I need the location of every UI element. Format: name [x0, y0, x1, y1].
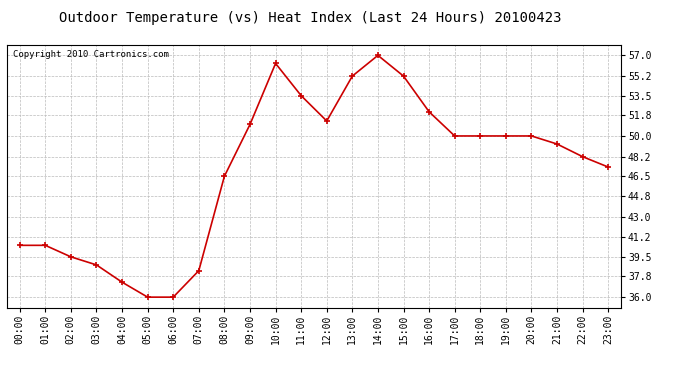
Text: Outdoor Temperature (vs) Heat Index (Last 24 Hours) 20100423: Outdoor Temperature (vs) Heat Index (Las…: [59, 11, 562, 25]
Text: Copyright 2010 Cartronics.com: Copyright 2010 Cartronics.com: [13, 50, 169, 59]
